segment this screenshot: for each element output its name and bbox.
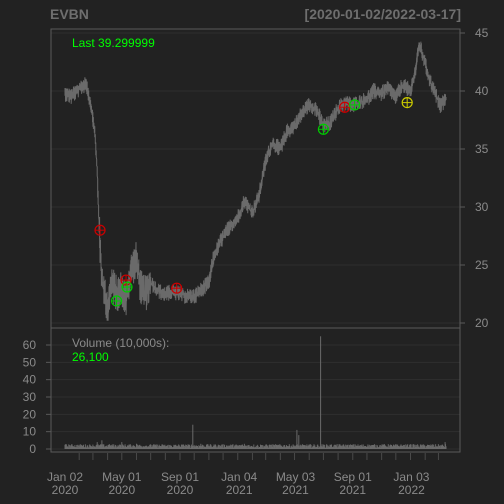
volume-legend-value: 26,100 — [72, 350, 109, 364]
x-tick-label-year: 2021 — [226, 483, 253, 497]
trade-marker-yellow — [401, 96, 413, 109]
trade-marker-green — [317, 123, 330, 135]
volume-tick-label: 20 — [23, 407, 37, 421]
chart-symbol-title: EVBN — [50, 6, 89, 22]
trade-marker-red — [171, 282, 183, 294]
chart-date-range: [2020-01-02/2022-03-17] — [305, 6, 461, 22]
trade-marker-red — [120, 274, 132, 286]
x-tick-label-year: 2020 — [167, 483, 194, 497]
x-tick-label-month: Jan 03 — [393, 470, 429, 484]
price-series-line — [64, 41, 447, 321]
x-tick-label-year: 2020 — [108, 483, 135, 497]
trade-marker-green — [121, 281, 133, 293]
price-tick-label: 20 — [475, 316, 489, 330]
volume-tick-label: 60 — [23, 338, 37, 352]
x-tick-label-year: 2022 — [398, 483, 425, 497]
price-tick-label: 45 — [475, 26, 489, 40]
x-tick-label-month: Jan 04 — [221, 470, 257, 484]
volume-panel-border — [50, 327, 461, 453]
x-tick-label-year: 2020 — [52, 483, 79, 497]
x-tick-label-month: May 01 — [102, 470, 142, 484]
volume-tick-label: 10 — [23, 425, 37, 439]
trade-marker-red — [339, 101, 351, 113]
trade-marker-green — [110, 295, 123, 307]
x-tick-label-year: 2021 — [282, 483, 309, 497]
x-tick-label-month: May 03 — [276, 470, 316, 484]
volume-y-axis: 0 10 20 30 40 50 60 — [23, 338, 51, 456]
trade-marker-green — [349, 99, 361, 111]
volume-legend-label: Volume (10,000s): — [72, 336, 169, 350]
volume-tick-label: 0 — [29, 442, 36, 456]
volume-tick-label: 40 — [23, 373, 37, 387]
x-tick-label-month: Sep 01 — [334, 470, 372, 484]
price-markers — [94, 96, 413, 307]
volume-bars — [64, 336, 447, 449]
volume-tick-label: 30 — [23, 390, 37, 404]
trade-marker-red — [94, 224, 106, 236]
price-tick-label: 30 — [475, 200, 489, 214]
price-tick-label: 25 — [475, 258, 489, 272]
volume-tick-label: 50 — [23, 355, 37, 369]
x-tick-label-year: 2021 — [339, 483, 366, 497]
price-tick-label: 35 — [475, 142, 489, 156]
price-y-axis: 20 25 30 35 40 45 — [460, 26, 489, 330]
x-tick-label-month: Jan 02 — [47, 470, 83, 484]
last-price-label: Last 39.299999 — [72, 36, 155, 50]
price-tick-label: 40 — [475, 84, 489, 98]
x-tick-label-month: Sep 01 — [161, 470, 199, 484]
